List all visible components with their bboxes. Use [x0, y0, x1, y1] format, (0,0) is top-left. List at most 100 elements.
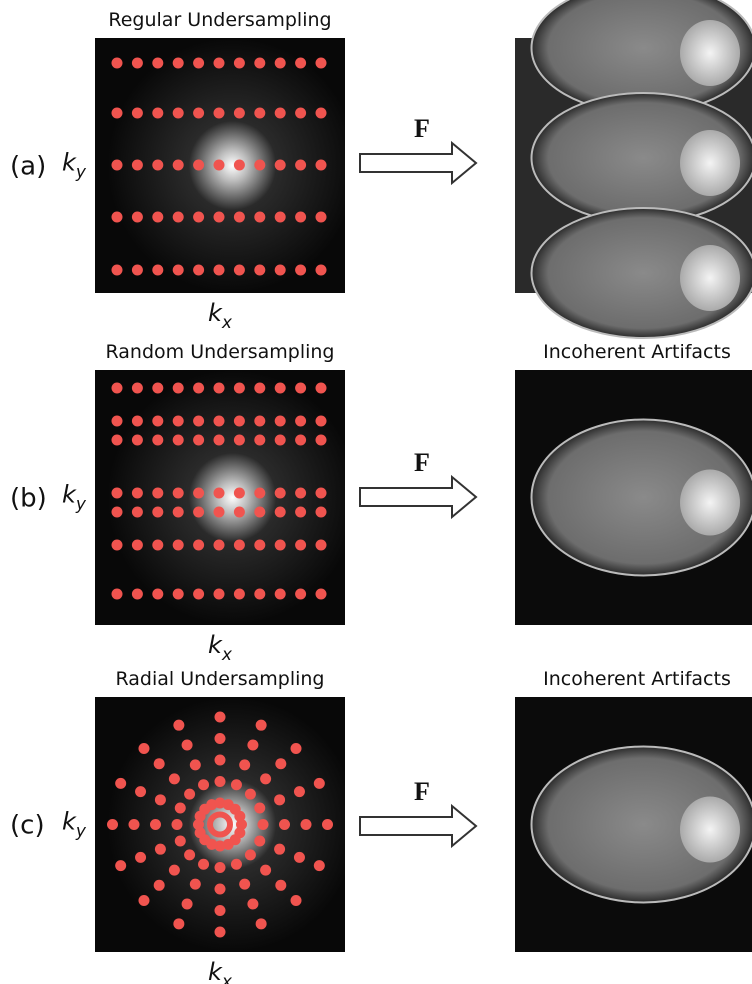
sample-dot — [254, 265, 265, 276]
sample-dot — [132, 58, 143, 69]
ky-base: k — [62, 481, 77, 509]
sample-dot — [234, 488, 245, 499]
sample-dot — [234, 416, 245, 427]
sample-dot — [214, 416, 225, 427]
sample-dot — [152, 160, 163, 171]
sampling-title: Random Undersampling — [106, 341, 335, 363]
sample-dot — [214, 265, 225, 276]
sample-dot — [239, 879, 250, 890]
sample-dot — [214, 435, 225, 446]
sample-dot — [214, 540, 225, 551]
sample-dot — [301, 819, 312, 830]
sample-dot — [254, 488, 265, 499]
sample-dot — [234, 507, 245, 518]
sample-dot — [214, 507, 225, 518]
sample-dot — [193, 108, 204, 119]
sample-dot — [316, 416, 327, 427]
sample-dot — [155, 794, 166, 805]
sample-dot — [254, 160, 265, 171]
kx-sub: x — [221, 313, 233, 333]
sample-dot — [169, 773, 180, 784]
sample-dot — [279, 819, 290, 830]
sample-dot — [173, 383, 184, 394]
sample-dot — [295, 265, 306, 276]
ky-base: k — [62, 808, 77, 836]
sample-dot — [275, 108, 286, 119]
kx-base: k — [208, 299, 223, 327]
sample-dot — [215, 862, 226, 873]
sample-dot — [193, 416, 204, 427]
sample-dot — [247, 740, 258, 751]
sample-dot — [132, 540, 143, 551]
mri-organ — [680, 797, 740, 863]
sample-dot — [193, 435, 204, 446]
sample-dot — [214, 58, 225, 69]
sample-dot — [295, 108, 306, 119]
sample-dot — [182, 740, 193, 751]
sample-dot — [234, 540, 245, 551]
sample-dot — [316, 383, 327, 394]
ky-base: k — [62, 149, 77, 177]
sample-dot — [247, 898, 258, 909]
sample-dot — [135, 786, 146, 797]
sample-dot — [254, 507, 265, 518]
sampling-title: Regular Undersampling — [108, 9, 331, 31]
sample-dot — [295, 212, 306, 223]
sample-dot — [214, 589, 225, 600]
sample-dot — [275, 160, 286, 171]
mri-organ — [680, 20, 740, 86]
sample-dot — [175, 803, 186, 814]
sample-dot — [132, 212, 143, 223]
ky-label: ky — [62, 808, 87, 842]
sample-dot — [254, 435, 265, 446]
sample-dot — [275, 416, 286, 427]
sample-dot — [254, 803, 265, 814]
sample-dot — [295, 540, 306, 551]
sample-dot — [184, 789, 195, 800]
sample-dot — [173, 58, 184, 69]
sample-dot — [193, 488, 204, 499]
sample-dot — [275, 435, 286, 446]
sample-dot — [239, 759, 250, 770]
sample-dot — [231, 859, 242, 870]
sample-dot — [314, 860, 325, 871]
sample-dot — [214, 212, 225, 223]
sample-dot — [275, 507, 286, 518]
sample-dot — [152, 435, 163, 446]
sample-dot — [173, 435, 184, 446]
sample-dot — [294, 786, 305, 797]
sample-dot — [107, 819, 118, 830]
sample-dot — [132, 160, 143, 171]
sample-dot — [234, 212, 245, 223]
sample-dot — [190, 759, 201, 770]
sample-dot — [295, 488, 306, 499]
sample-dot — [234, 435, 245, 446]
sample-dot — [274, 844, 285, 855]
sample-dot — [152, 507, 163, 518]
sample-dot — [132, 383, 143, 394]
sample-dot — [135, 852, 146, 863]
sample-dot — [275, 58, 286, 69]
sample-dot — [316, 212, 327, 223]
sample-dot — [234, 265, 245, 276]
sample-dot — [294, 852, 305, 863]
sample-dot — [173, 488, 184, 499]
sample-dot — [214, 383, 225, 394]
sample-dot — [193, 160, 204, 171]
sample-dot — [193, 383, 204, 394]
sample-dot — [132, 435, 143, 446]
kx-label: kx — [208, 299, 233, 333]
sample-dot — [152, 212, 163, 223]
ky-label: ky — [62, 481, 87, 515]
sample-dot — [295, 58, 306, 69]
sample-dot — [173, 212, 184, 223]
sample-dot — [112, 488, 123, 499]
arrow — [360, 806, 476, 846]
sample-dot — [215, 712, 226, 723]
sample-dot — [254, 835, 265, 846]
sample-dot — [275, 488, 286, 499]
sample-dot — [215, 884, 226, 895]
sample-dot — [316, 589, 327, 600]
sample-dot — [152, 58, 163, 69]
sample-dot — [112, 589, 123, 600]
